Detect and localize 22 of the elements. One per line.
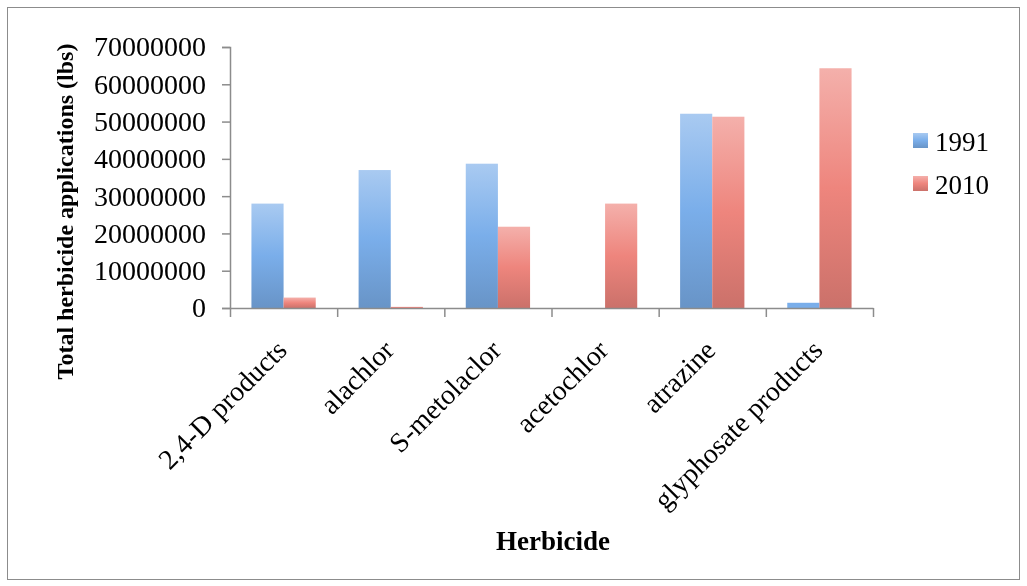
y-tick-label: 30000000 [94, 180, 206, 212]
bar [787, 302, 820, 308]
y-tick-label: 50000000 [94, 106, 206, 138]
y-tick-label: 10000000 [94, 255, 206, 287]
bar [605, 203, 638, 308]
bar [819, 68, 852, 308]
y-tick-label: 20000000 [94, 217, 206, 249]
bar [251, 203, 284, 308]
y-tick-label: 70000000 [94, 31, 206, 63]
bar [465, 163, 498, 308]
legend-label: 1991 [935, 127, 989, 157]
bar [283, 297, 316, 308]
y-tick-label: 60000000 [94, 68, 206, 100]
y-tick-label: 40000000 [94, 143, 206, 175]
bar [680, 113, 713, 308]
y-tick-label: 0 [192, 292, 206, 324]
bar [497, 226, 531, 308]
bar [358, 170, 391, 308]
legend-label: 2010 [935, 170, 989, 200]
x-axis-title: Herbicide [496, 526, 610, 556]
y-axis-title: Total herbicide applications (lbs) [52, 43, 78, 380]
bar [712, 116, 745, 308]
